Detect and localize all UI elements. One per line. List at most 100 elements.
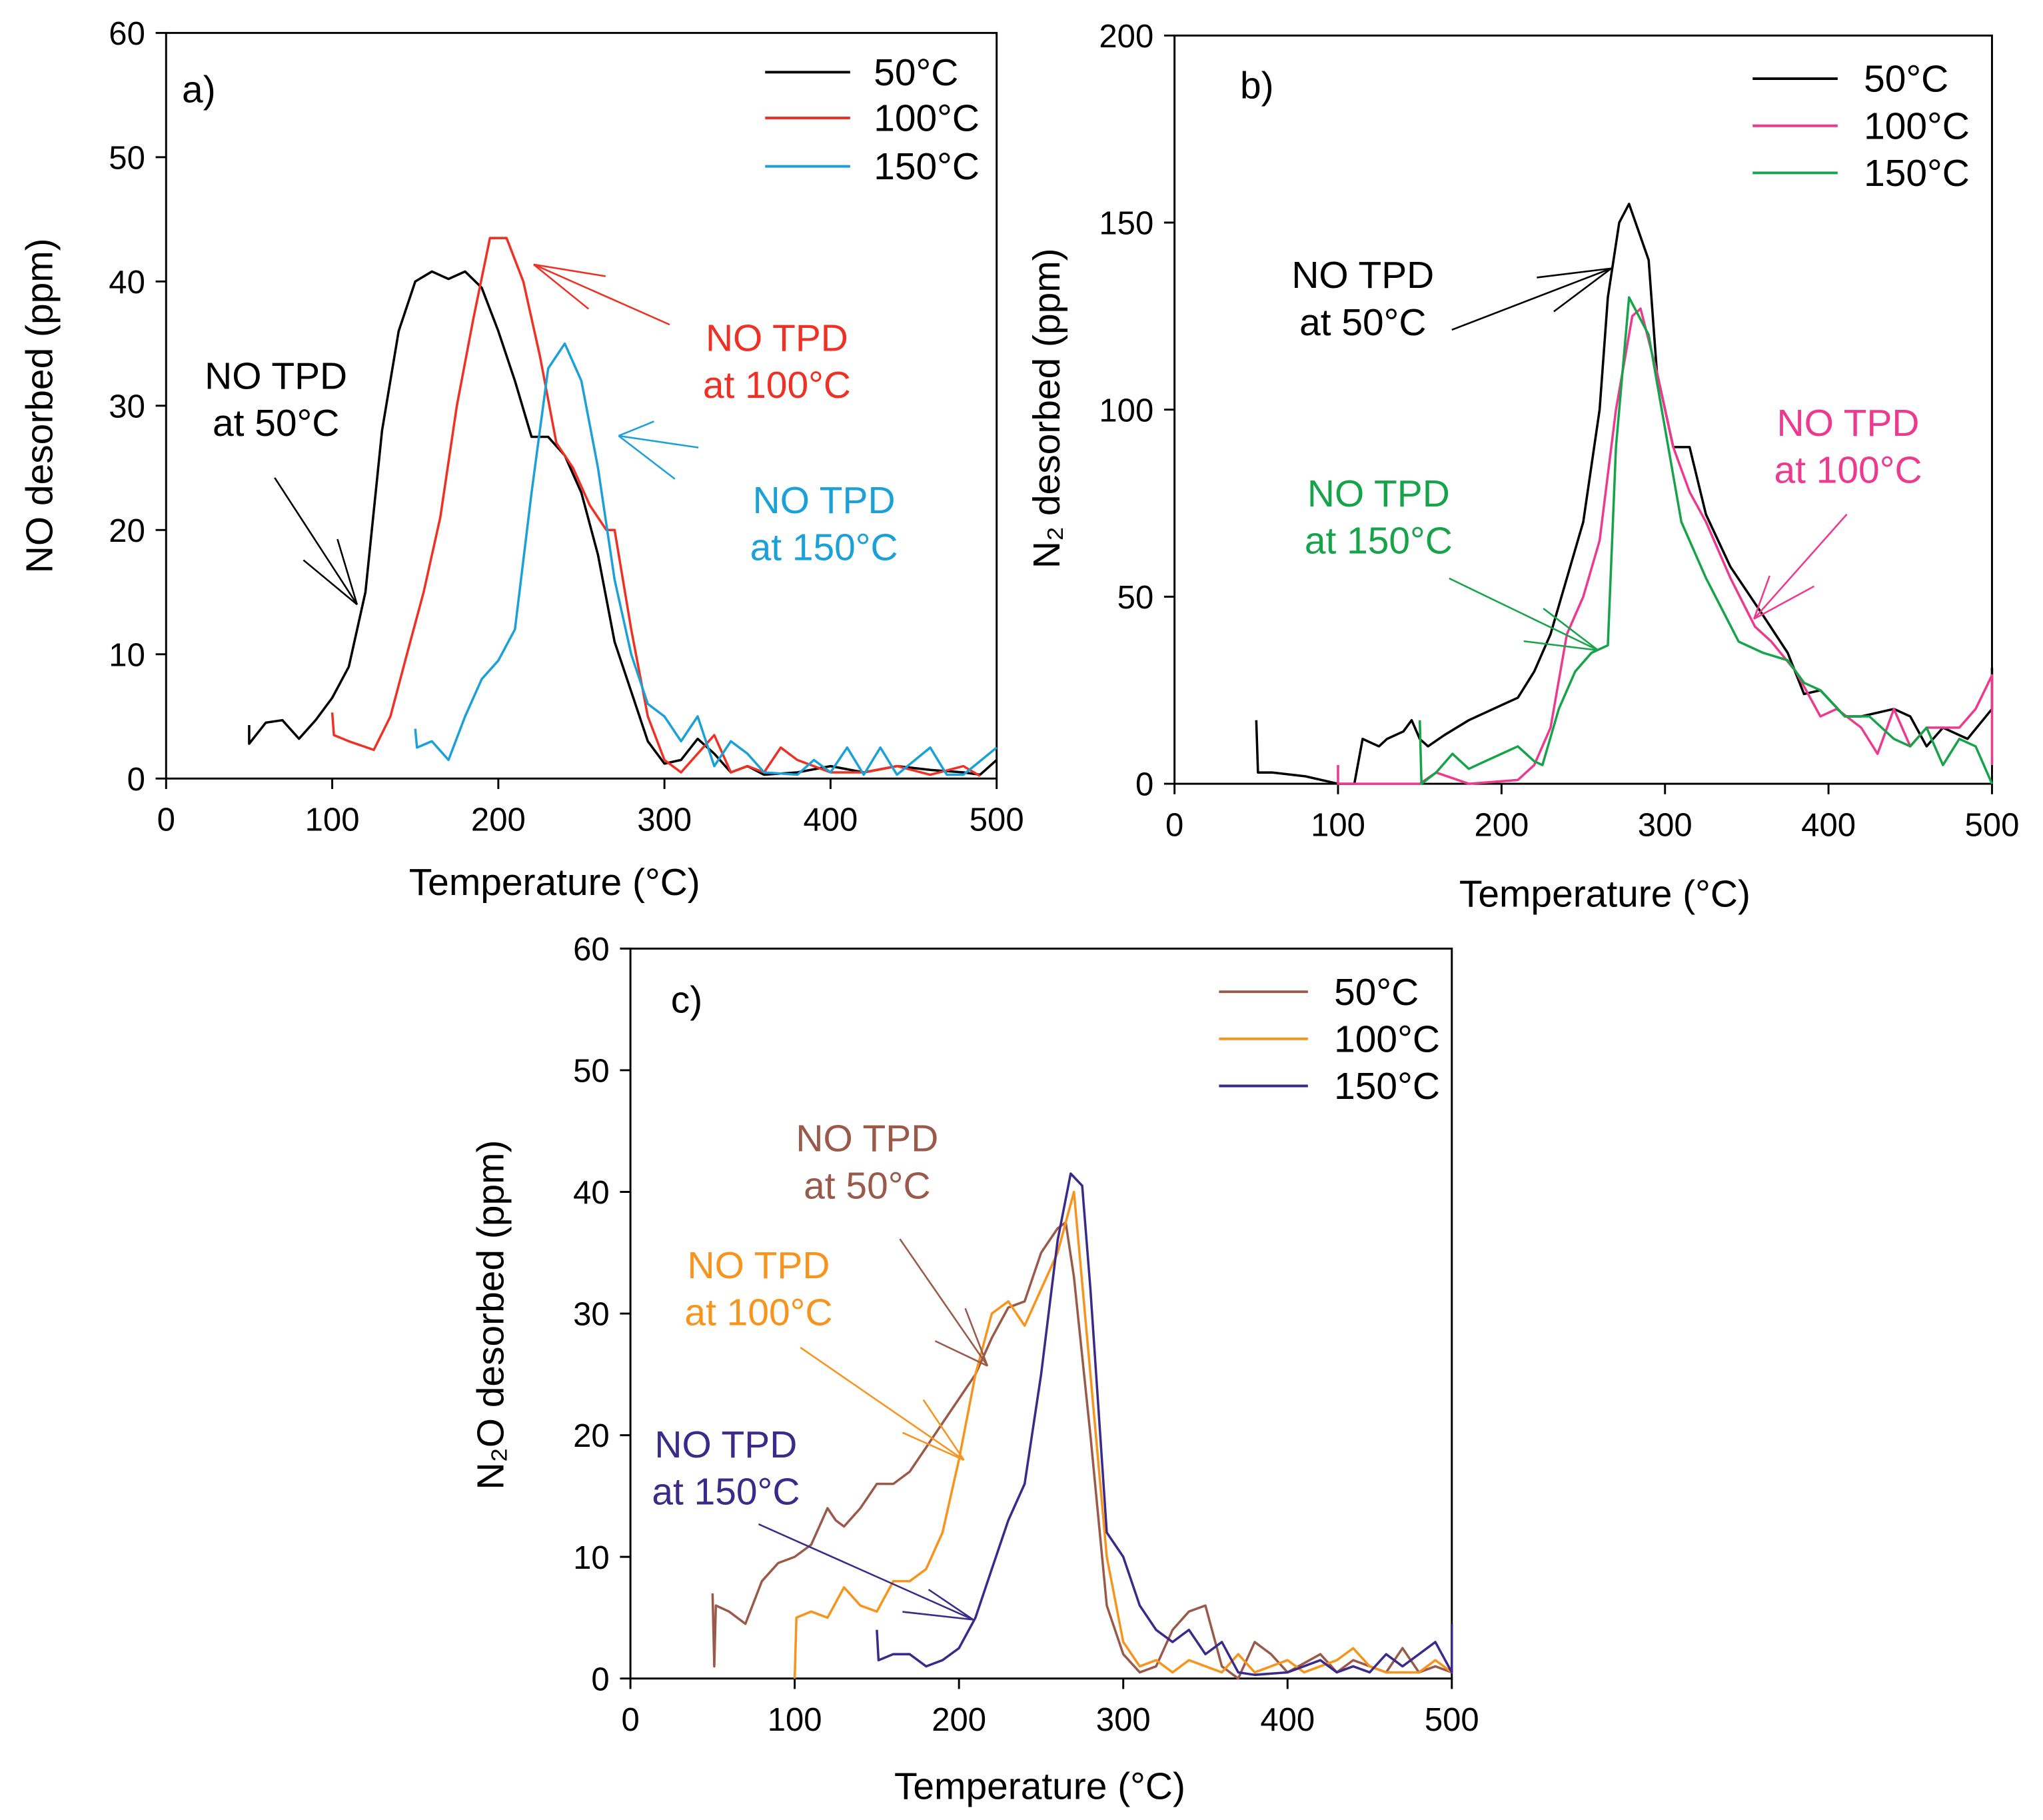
annotation: at 50°C [1299,301,1426,344]
y-tick-label: 30 [573,1297,610,1333]
x-tick-label: 400 [803,802,858,838]
x-axis-label: Temperature (°C) [409,861,700,904]
x-tick-label: 400 [1260,1702,1315,1738]
x-tick-label: 300 [1638,808,1693,844]
data-line [793,1190,1453,1679]
y-tick-label: 10 [573,1540,610,1576]
arrow-head [303,559,358,606]
y-tick-label: 20 [573,1418,610,1454]
annotation-arrow [1449,577,1599,652]
arrow-head [964,1308,989,1367]
x-axis-label: Temperature (°C) [894,1765,1185,1807]
y-axis-label: N₂O desorbed (ppm) [470,1140,512,1490]
x-tick-label: 200 [932,1702,986,1738]
y-tick-label: 0 [1135,767,1153,803]
y-tick-label: 150 [1099,206,1153,242]
y-tick-label: 30 [109,389,145,425]
annotation: at 50°C [213,402,339,445]
annotation: NO TPD [796,1118,938,1160]
annotation: NO TPD [687,1244,830,1287]
annotation-arrow [1451,267,1612,331]
arrow-head [922,1399,965,1461]
annotation: at 150°C [652,1471,800,1513]
annotation-arrow [1753,513,1848,620]
legend-label: 50°C [874,51,958,94]
legend-label: 150°C [1334,1065,1440,1108]
y-axis-label: N₂ desorbed (ppm) [1025,248,1068,568]
arrow-head [337,538,358,605]
annotation: NO TPD [753,479,896,522]
panel-label: b) [1240,65,1274,107]
arrow-head [1753,575,1770,620]
annotation: at 100°C [1774,449,1922,492]
annotation-arrow [618,435,699,449]
annotation-arrow [758,1523,974,1621]
y-tick-label: 50 [109,141,145,177]
x-tick-label: 400 [1801,808,1856,844]
arrow-head [934,1340,988,1367]
legend-label: 100°C [874,97,980,140]
legend-label: 50°C [1864,58,1948,101]
annotation-arrow [274,477,358,605]
annotation-arrow [899,1238,989,1367]
y-axis-label: NO desorbed (ppm) [19,238,61,573]
x-tick-label: 500 [970,802,1024,838]
x-tick-label: 100 [305,802,360,838]
annotation: at 100°C [684,1292,832,1334]
x-tick-label: 100 [768,1702,822,1738]
annotation: NO TPD [706,317,848,359]
legend-label: 50°C [1334,971,1419,1014]
panel-label: c) [671,979,702,1022]
arrow-head [1537,267,1612,279]
y-tick-label: 20 [109,513,145,549]
legend-label: 100°C [1334,1018,1440,1060]
arrow-head [928,1589,974,1621]
annotation: at 100°C [703,364,851,407]
annotation: at 150°C [750,526,898,568]
x-tick-label: 200 [471,802,526,838]
legend-label: 150°C [1864,152,1970,195]
annotation: NO TPD [1291,254,1434,297]
legend-label: 150°C [874,145,980,188]
x-tick-label: 500 [1965,808,2020,844]
x-tick-label: 0 [157,802,175,838]
data-line [331,237,981,778]
y-tick-label: 60 [109,16,145,52]
y-tick-label: 50 [1117,580,1154,616]
y-tick-label: 100 [1099,393,1153,429]
y-tick-label: 0 [127,762,145,798]
y-tick-label: 40 [573,1175,610,1211]
annotation: NO TPD [1307,472,1450,515]
arrow-head [533,263,590,310]
arrow-head [1753,585,1815,620]
x-tick-label: 100 [1311,808,1365,844]
x-tick-label: 300 [637,802,692,838]
arrow-head [1543,608,1599,651]
annotation: at 150°C [1305,520,1453,562]
y-tick-label: 60 [573,932,610,968]
panel: 0 100 200 300 400 500 0 10 20 30 40 50 60 Temperature… [470,932,1479,1807]
legend-label: 100°C [1864,105,1970,147]
x-tick-label: 500 [1425,1702,1479,1738]
panel-label: a) [182,68,216,111]
x-tick-label: 0 [1165,808,1183,844]
panel: 0 100 200 300 400 500 0 10 20 30 40 50 60 Temperature… [19,16,1024,904]
arrow-head [902,1611,974,1621]
y-tick-label: 0 [591,1661,609,1697]
panel: 0 100 200 300 400 500 0 50 100 150 200 Temperature … [1025,19,2019,916]
y-tick-label: 10 [109,637,145,673]
data-line [1418,296,1994,785]
annotation-arrow [533,263,670,326]
data-line [414,342,998,776]
annotation: NO TPD [1777,402,1920,445]
arrow-head [618,421,654,437]
y-tick-label: 200 [1099,19,1153,55]
x-tick-label: 0 [621,1702,639,1738]
annotation-arrow [800,1347,965,1461]
annotation: NO TPD [654,1423,797,1466]
arrow-head [1523,640,1599,652]
arrow-head [618,435,676,480]
data-line [876,1172,1453,1676]
x-tick-label: 200 [1474,808,1529,844]
